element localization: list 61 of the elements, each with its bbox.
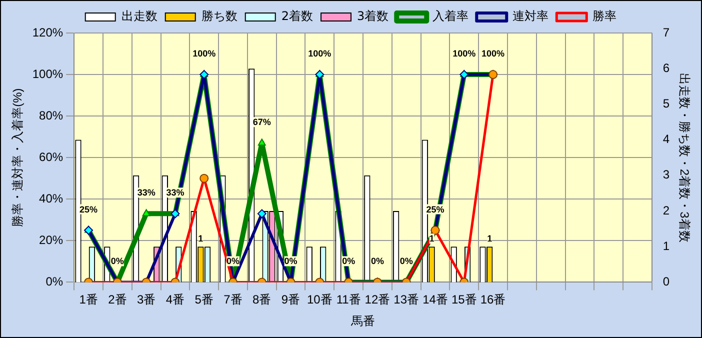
data-label: 1 (429, 234, 434, 244)
data-label: 67% (252, 117, 271, 128)
x-tick-label: 5番 (194, 292, 214, 307)
data-label: 0% (110, 256, 124, 266)
x-tick-label: 2番 (108, 292, 127, 307)
legend-label: 入着率 (432, 9, 469, 24)
legend-label: 3着数 (357, 9, 389, 24)
y2-tick-label: 2 (662, 203, 670, 218)
data-label: 25% (80, 204, 98, 214)
x-tick-label: 7番 (224, 292, 242, 307)
data-label: 33% (166, 188, 184, 198)
y2-axis-title: 出走数・勝ち数・2着数・3着数 (677, 72, 692, 242)
y2-tick-label: 1 (662, 238, 670, 253)
y-axis-title: 勝率・連対率・入着率(%) (10, 88, 25, 227)
data-label: 1 (487, 234, 492, 244)
data-label: 0% (284, 256, 298, 266)
legend-label: 勝ち数 (201, 9, 238, 24)
x-tick-label: 16番 (480, 292, 506, 307)
point (257, 209, 266, 218)
data-label: 1 (198, 234, 204, 244)
x-tick-label: 9番 (281, 292, 300, 307)
legend-label: 連対率 (512, 9, 549, 24)
x-tick-label: 4番 (166, 292, 185, 307)
data-label: 0% (226, 256, 240, 266)
y-tick-label: 80% (39, 108, 64, 122)
y2-tick-label: 0 (662, 274, 670, 289)
x-tick-label: 13番 (394, 292, 420, 307)
y-tick-label: 120% (32, 25, 64, 40)
y2-tick-label: 3 (662, 168, 670, 182)
legend-label: 2着数 (281, 9, 314, 24)
x-tick-label: 1番 (79, 292, 98, 307)
y2-tick-label: 5 (662, 96, 670, 111)
x-tick-label: 3番 (136, 292, 156, 307)
data-label: 100% (192, 48, 216, 59)
data-label: 0% (342, 256, 356, 266)
data-label: 0% (370, 256, 384, 266)
x-tick-label: 8番 (252, 292, 272, 307)
data-label: 100% (452, 48, 476, 59)
point (142, 209, 150, 216)
x-tick-label: 14番 (422, 292, 448, 307)
y-tick-label: 100% (32, 66, 64, 81)
legend-label: 勝率 (592, 9, 617, 24)
data-label: 25% (426, 204, 444, 214)
x-tick-label: 12番 (364, 292, 390, 307)
legend-label: 出走数 (121, 9, 158, 24)
y2-tick-label: 7 (662, 25, 670, 40)
y-tick-label: 20% (39, 232, 64, 247)
x-tick-label: 15番 (451, 292, 477, 307)
data-label: 100% (482, 48, 505, 59)
x-tick-label: 11番 (336, 292, 361, 307)
y2-tick-label: 6 (662, 60, 670, 75)
y2-tick-label: 4 (662, 132, 670, 146)
y-tick-label: 60% (39, 150, 64, 164)
y-tick-label: 40% (39, 191, 64, 206)
data-label: 0% (400, 256, 413, 266)
x-axis-title: 馬番 (350, 314, 376, 328)
point (258, 138, 266, 146)
x-tick-label: 10番 (306, 292, 332, 307)
data-label: 33% (137, 188, 156, 198)
data-label: 100% (308, 48, 332, 59)
y-tick-label: 0% (46, 274, 64, 289)
